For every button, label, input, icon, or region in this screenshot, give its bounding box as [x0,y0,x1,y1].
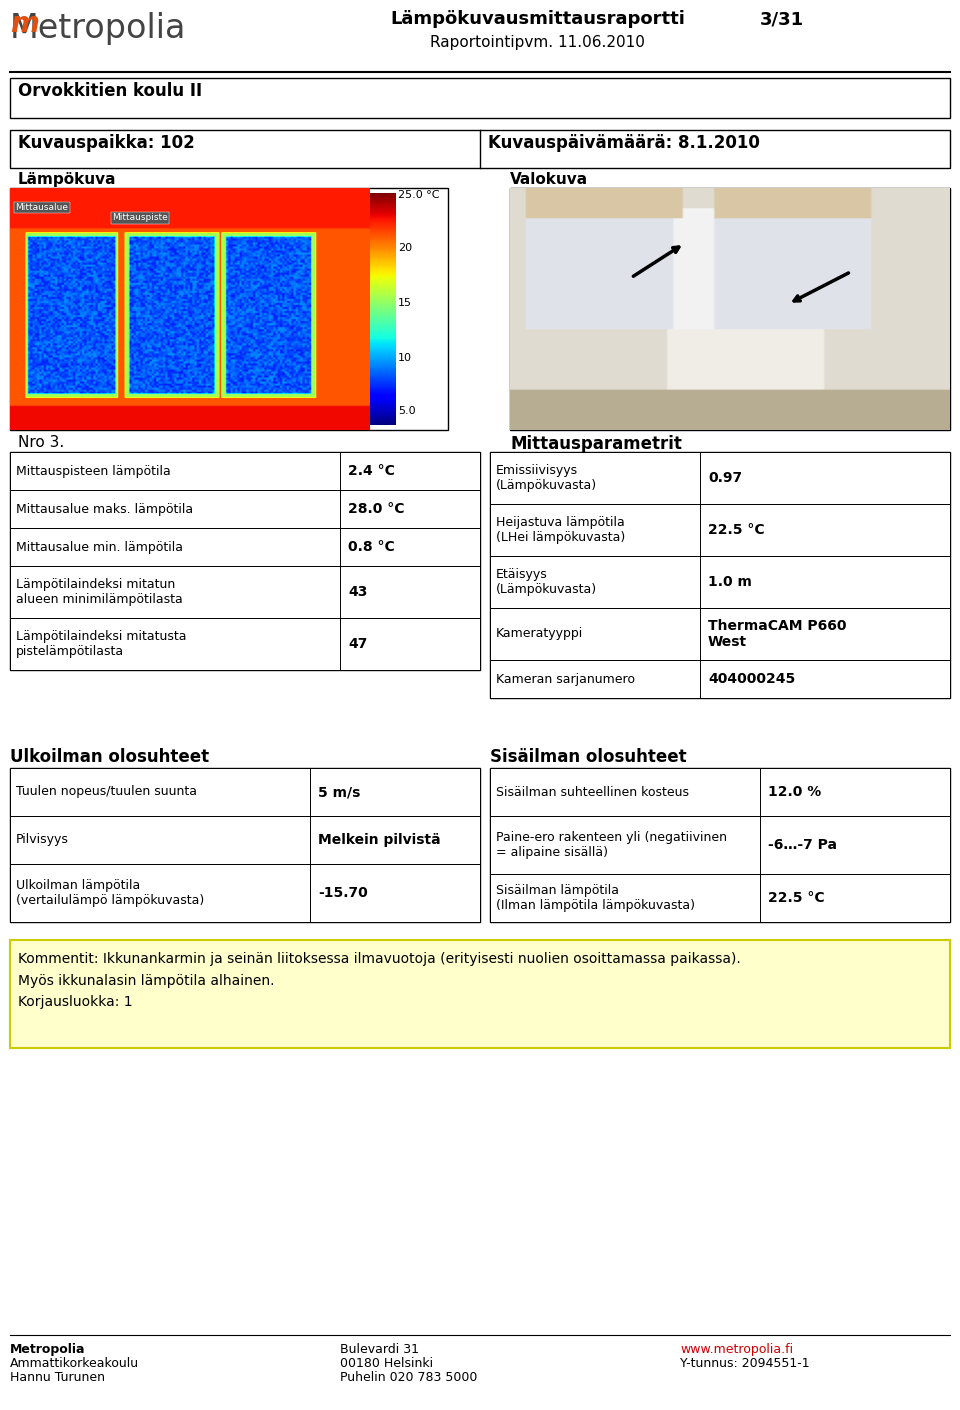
Text: Orvokkitien koulu II: Orvokkitien koulu II [18,82,203,100]
Text: Emissiivisyys
(Lämpökuvasta): Emissiivisyys (Lämpökuvasta) [496,464,597,492]
Text: Kuvauspäivämäärä: 8.1.2010: Kuvauspäivämäärä: 8.1.2010 [488,134,760,152]
Bar [490,556,950,608]
Text: 3/31: 3/31 [760,10,804,28]
Bar [10,491,480,527]
Text: 28.0 °C: 28.0 °C [348,502,404,516]
Text: Mittausalue min. lämpötila: Mittausalue min. lämpötila [16,540,183,554]
Text: Sisäilman lämpötila
(Ilman lämpötila lämpökuvasta): Sisäilman lämpötila (Ilman lämpötila läm… [496,884,695,912]
Bar [490,874,950,922]
Text: Nro 3.: Nro 3. [18,436,64,450]
Bar [490,503,950,556]
Text: Kameratyyppi: Kameratyyppi [496,627,584,640]
Bar [10,188,448,430]
Text: 2.4 °C: 2.4 °C [348,464,395,478]
Text: Bulevardi 31: Bulevardi 31 [340,1342,419,1356]
Bar [10,864,480,922]
Bar [10,768,480,816]
Text: 22.5 °C: 22.5 °C [768,891,825,905]
Text: Mittausalue maks. lämpötila: Mittausalue maks. lämpötila [16,502,193,516]
Bar [10,527,480,565]
Text: Heijastuva lämpötila
(LHei lämpökuvasta): Heijastuva lämpötila (LHei lämpökuvasta) [496,516,625,544]
Text: Lämpökuvausmittausraportti: Lämpökuvausmittausraportti [390,10,684,28]
Text: Y-tunnus: 2094551-1: Y-tunnus: 2094551-1 [680,1356,809,1371]
Text: Valokuva: Valokuva [510,172,588,188]
Bar [490,453,950,503]
Text: 12.0 %: 12.0 % [768,785,821,799]
Text: 0.8 °C: 0.8 °C [348,540,395,554]
Text: Mittauspisteen lämpötila: Mittauspisteen lämpötila [16,464,171,478]
Text: ThermaCAM P660
West: ThermaCAM P660 West [708,619,847,649]
Bar [10,618,480,670]
Text: 00180 Helsinki: 00180 Helsinki [340,1356,433,1371]
Text: Ammattikorkeakoulu: Ammattikorkeakoulu [10,1356,139,1371]
Text: 47: 47 [348,637,368,651]
Text: 43: 43 [348,585,368,599]
Text: Lämpötilaindeksi mitatusta
pistelämpötilasta: Lämpötilaindeksi mitatusta pistelämpötil… [16,630,186,658]
Text: 22.5 °C: 22.5 °C [708,523,764,537]
Bar [490,768,950,816]
Text: Kuvauspaikka: 102: Kuvauspaikka: 102 [18,134,195,152]
Text: Lämpökuva: Lämpökuva [18,172,116,188]
Text: m: m [10,10,38,38]
Text: Mittausalue: Mittausalue [15,203,68,212]
Bar [490,608,950,660]
Text: Kommentit: Ikkunankarmin ja seinän liitoksessa ilmavuotoja (erityisesti nuolien : Kommentit: Ikkunankarmin ja seinän liito… [18,952,741,1010]
Text: Tuulen nopeus/tuulen suunta: Tuulen nopeus/tuulen suunta [16,785,197,798]
Text: Raportointipvm. 11.06.2010: Raportointipvm. 11.06.2010 [430,35,645,49]
Text: www.metropolia.fi: www.metropolia.fi [680,1342,793,1356]
Bar [10,940,950,1048]
Bar [10,130,950,168]
Bar [10,816,480,864]
Bar [10,768,480,922]
Text: -15.70: -15.70 [318,885,368,900]
Text: Paine-ero rakenteen yli (negatiivinen
= alipaine sisällä): Paine-ero rakenteen yli (negatiivinen = … [496,830,727,859]
Text: 0.97: 0.97 [708,471,742,485]
Text: 404000245: 404000245 [708,673,795,687]
Text: Ulkoilman olosuhteet: Ulkoilman olosuhteet [10,747,209,766]
Text: 5 m/s: 5 m/s [318,785,360,799]
Text: Melkein pilvistä: Melkein pilvistä [318,833,441,847]
Text: 15: 15 [398,298,412,307]
Text: Sisäilman suhteellinen kosteus: Sisäilman suhteellinen kosteus [496,785,689,798]
Text: 5.0: 5.0 [398,406,416,416]
Text: 10: 10 [398,352,412,362]
Text: Mittauspiste: Mittauspiste [112,213,168,223]
Bar [10,453,480,491]
Text: Mittausparametrit: Mittausparametrit [510,436,682,453]
Text: -6…-7 Pa: -6…-7 Pa [768,838,837,852]
Text: Puhelin 020 783 5000: Puhelin 020 783 5000 [340,1371,477,1385]
Text: Pilvisyys: Pilvisyys [16,833,69,846]
Text: Ulkoilman lämpötila
(vertailulämpö lämpökuvasta): Ulkoilman lämpötila (vertailulämpö lämpö… [16,878,204,907]
Bar [10,565,480,618]
Text: 25.0 °C: 25.0 °C [398,190,440,200]
Bar [490,768,950,922]
Bar [10,453,480,670]
Text: Etäisyys
(Lämpökuvasta): Etäisyys (Lämpökuvasta) [496,568,597,596]
Text: 20: 20 [398,243,412,252]
Text: Lämpötilaindeksi mitatun
alueen minimilämpötilasta: Lämpötilaindeksi mitatun alueen minimilä… [16,578,182,606]
Text: Metropolia: Metropolia [10,13,186,45]
Text: Hannu Turunen: Hannu Turunen [10,1371,105,1385]
Bar [490,816,950,874]
Text: Sisäilman olosuhteet: Sisäilman olosuhteet [490,747,686,766]
Bar [10,78,950,118]
Bar [510,188,950,430]
Bar [490,453,950,698]
Text: Kameran sarjanumero: Kameran sarjanumero [496,673,635,685]
Text: Metropolia: Metropolia [10,1342,85,1356]
Bar [490,660,950,698]
Text: 1.0 m: 1.0 m [708,575,752,589]
